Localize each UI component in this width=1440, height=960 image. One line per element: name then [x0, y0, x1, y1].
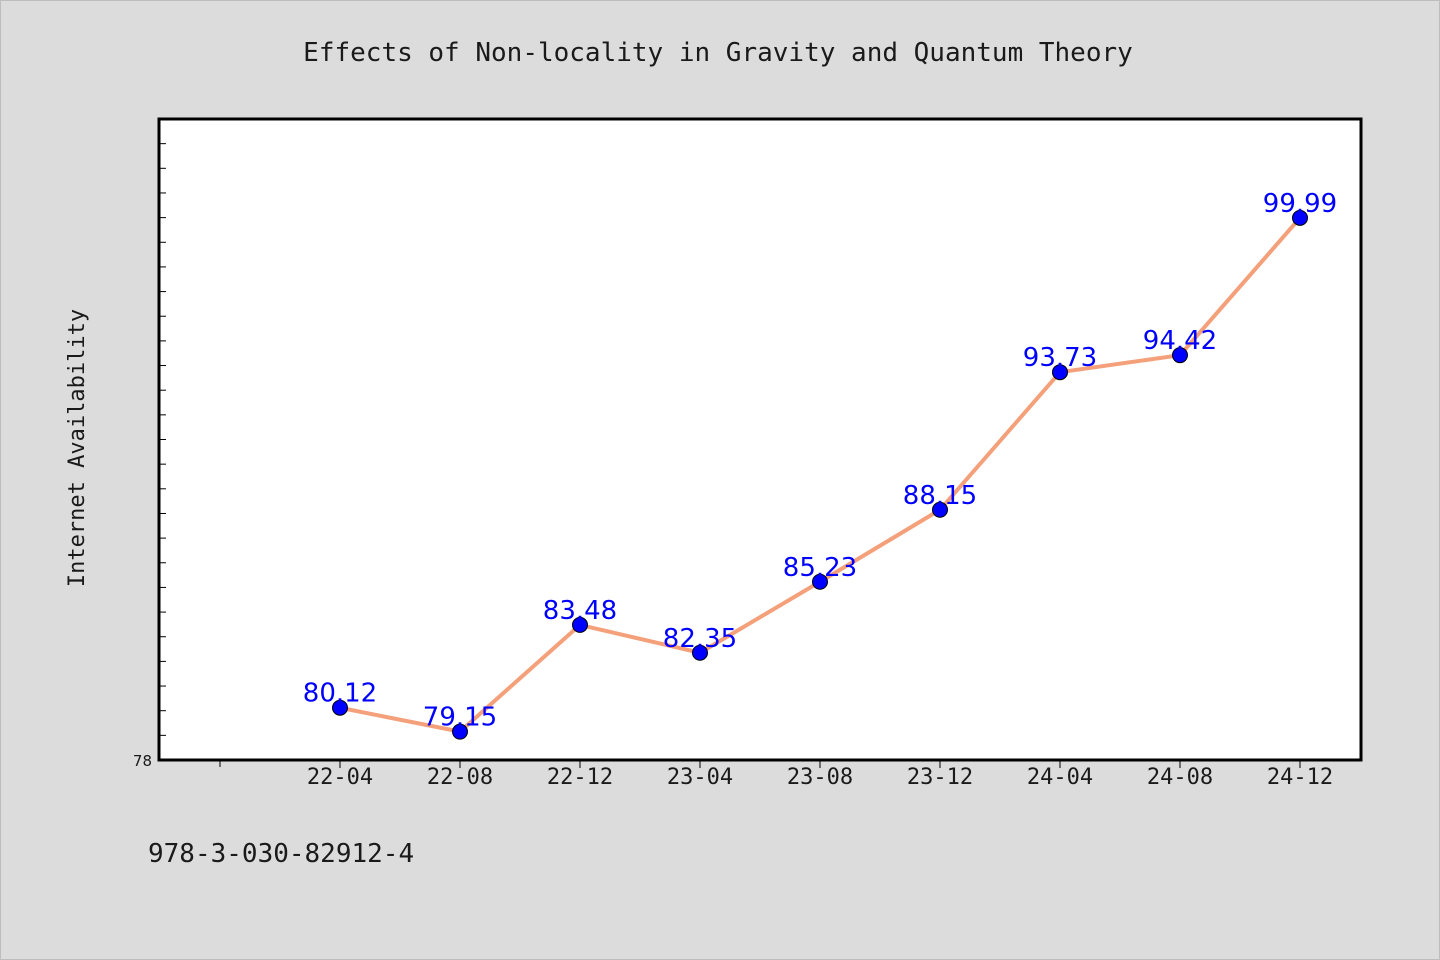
x-tick-label: 24-12 — [1267, 765, 1333, 790]
data-point — [692, 644, 708, 661]
chart-title: Effects of Non-locality in Gravity and Q… — [303, 38, 1133, 68]
data-label: 85.23 — [783, 553, 857, 583]
data-point — [572, 616, 588, 633]
x-tick-label: 22-12 — [547, 765, 613, 790]
x-tick-label: 23-12 — [907, 765, 973, 790]
x-axis-ticks: 22-04 22-08 22-12 23-04 23-08 23-12 24-04 24-08… — [219, 760, 1333, 790]
x-tick-label: 22-08 — [427, 765, 493, 790]
data-point — [452, 723, 468, 740]
data-label: 83.48 — [543, 596, 617, 626]
y-axis-ticks — [159, 143, 166, 761]
x-tick-label: 23-04 — [667, 765, 733, 790]
data-label: 94.42 — [1143, 326, 1217, 356]
y-tick-label-min: 78 — [133, 752, 152, 770]
data-point — [1292, 209, 1308, 226]
data-point — [932, 501, 948, 518]
data-point — [812, 573, 828, 590]
x-tick-label: 23-08 — [787, 765, 853, 790]
data-labels: 80.12 79.15 83.48 82.35 85.23 88.15 93.73 94.42… — [303, 189, 1337, 733]
x-tick-label: 24-04 — [1027, 765, 1093, 790]
x-tick-label: 24-08 — [1147, 765, 1213, 790]
data-point — [1052, 364, 1068, 381]
y-axis-label: Internet Availability — [65, 309, 90, 587]
data-label: 82.35 — [663, 624, 737, 654]
data-label: 93.73 — [1023, 343, 1097, 373]
data-label: 99.99 — [1263, 189, 1337, 219]
isbn-annotation: 978-3-030-82912-4 — [148, 839, 414, 869]
data-label: 80.12 — [303, 679, 377, 709]
data-label: 88.15 — [903, 481, 977, 511]
plot-area — [157, 117, 1363, 762]
series-group — [332, 209, 1308, 740]
data-point — [1172, 347, 1188, 364]
data-point — [332, 699, 348, 716]
x-tick-label: 22-04 — [307, 765, 373, 790]
data-label: 79.15 — [423, 703, 497, 733]
